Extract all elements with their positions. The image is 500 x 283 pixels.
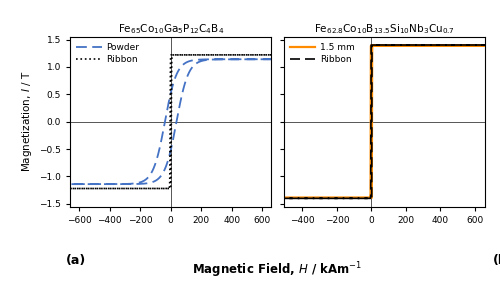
Powder xyxy=(172,124,178,128)
Ribbon xyxy=(386,43,392,47)
Ribbon xyxy=(330,197,336,200)
Ribbon xyxy=(482,43,488,47)
Ribbon xyxy=(116,187,122,190)
1.5 mm xyxy=(386,44,392,47)
1.5 mm xyxy=(482,44,488,47)
Powder xyxy=(266,57,272,61)
Ribbon xyxy=(368,197,374,200)
Powder xyxy=(116,183,122,186)
1.5 mm xyxy=(479,44,485,47)
1.5 mm xyxy=(302,196,308,200)
Text: (a): (a) xyxy=(66,254,86,267)
Line: 1.5 mm: 1.5 mm xyxy=(284,46,485,198)
Powder xyxy=(268,57,274,61)
Ribbon xyxy=(482,43,488,47)
1.5 mm xyxy=(482,44,488,47)
Ribbon xyxy=(268,53,274,57)
Text: Magnetic Field, $\mathit{H}$ / kAm$^{-1}$: Magnetic Field, $\mathit{H}$ / kAm$^{-1}… xyxy=(192,261,362,280)
1.5 mm xyxy=(388,44,394,47)
1.5 mm xyxy=(330,196,336,200)
Ribbon xyxy=(163,187,169,190)
Text: (b): (b) xyxy=(493,254,500,267)
Ribbon xyxy=(175,53,181,57)
Line: Ribbon: Ribbon xyxy=(70,55,272,188)
Legend: 1.5 mm, Ribbon: 1.5 mm, Ribbon xyxy=(288,41,356,66)
Line: Powder: Powder xyxy=(70,59,272,184)
Powder xyxy=(67,183,73,186)
Line: Ribbon: Ribbon xyxy=(284,45,485,198)
Ribbon xyxy=(268,53,274,57)
Title: Fe$_{65}$Co$_{10}$Ga$_5$P$_{12}$C$_4$B$_4$: Fe$_{65}$Co$_{10}$Ga$_5$P$_{12}$C$_4$B$_… xyxy=(118,23,224,37)
1.5 mm xyxy=(368,196,374,200)
1.5 mm xyxy=(384,44,390,47)
Ribbon xyxy=(302,197,308,200)
Ribbon xyxy=(384,43,390,47)
Powder xyxy=(268,57,274,61)
Y-axis label: Magnetization, $I$ / T: Magnetization, $I$ / T xyxy=(20,71,34,172)
Ribbon xyxy=(479,43,485,47)
Ribbon xyxy=(388,43,394,47)
Powder xyxy=(88,183,94,186)
Ribbon xyxy=(88,187,94,190)
Title: Fe$_{62.8}$Co$_{10}$B$_{13.5}$Si$_{10}$Nb$_3$Cu$_{0.7}$: Fe$_{62.8}$Co$_{10}$B$_{13.5}$Si$_{10}$N… xyxy=(314,23,454,37)
Powder xyxy=(175,113,181,116)
Legend: Powder, Ribbon: Powder, Ribbon xyxy=(74,41,141,66)
Ribbon xyxy=(266,53,272,57)
Ribbon xyxy=(170,53,176,57)
Powder xyxy=(170,135,176,138)
Ribbon xyxy=(172,53,178,57)
